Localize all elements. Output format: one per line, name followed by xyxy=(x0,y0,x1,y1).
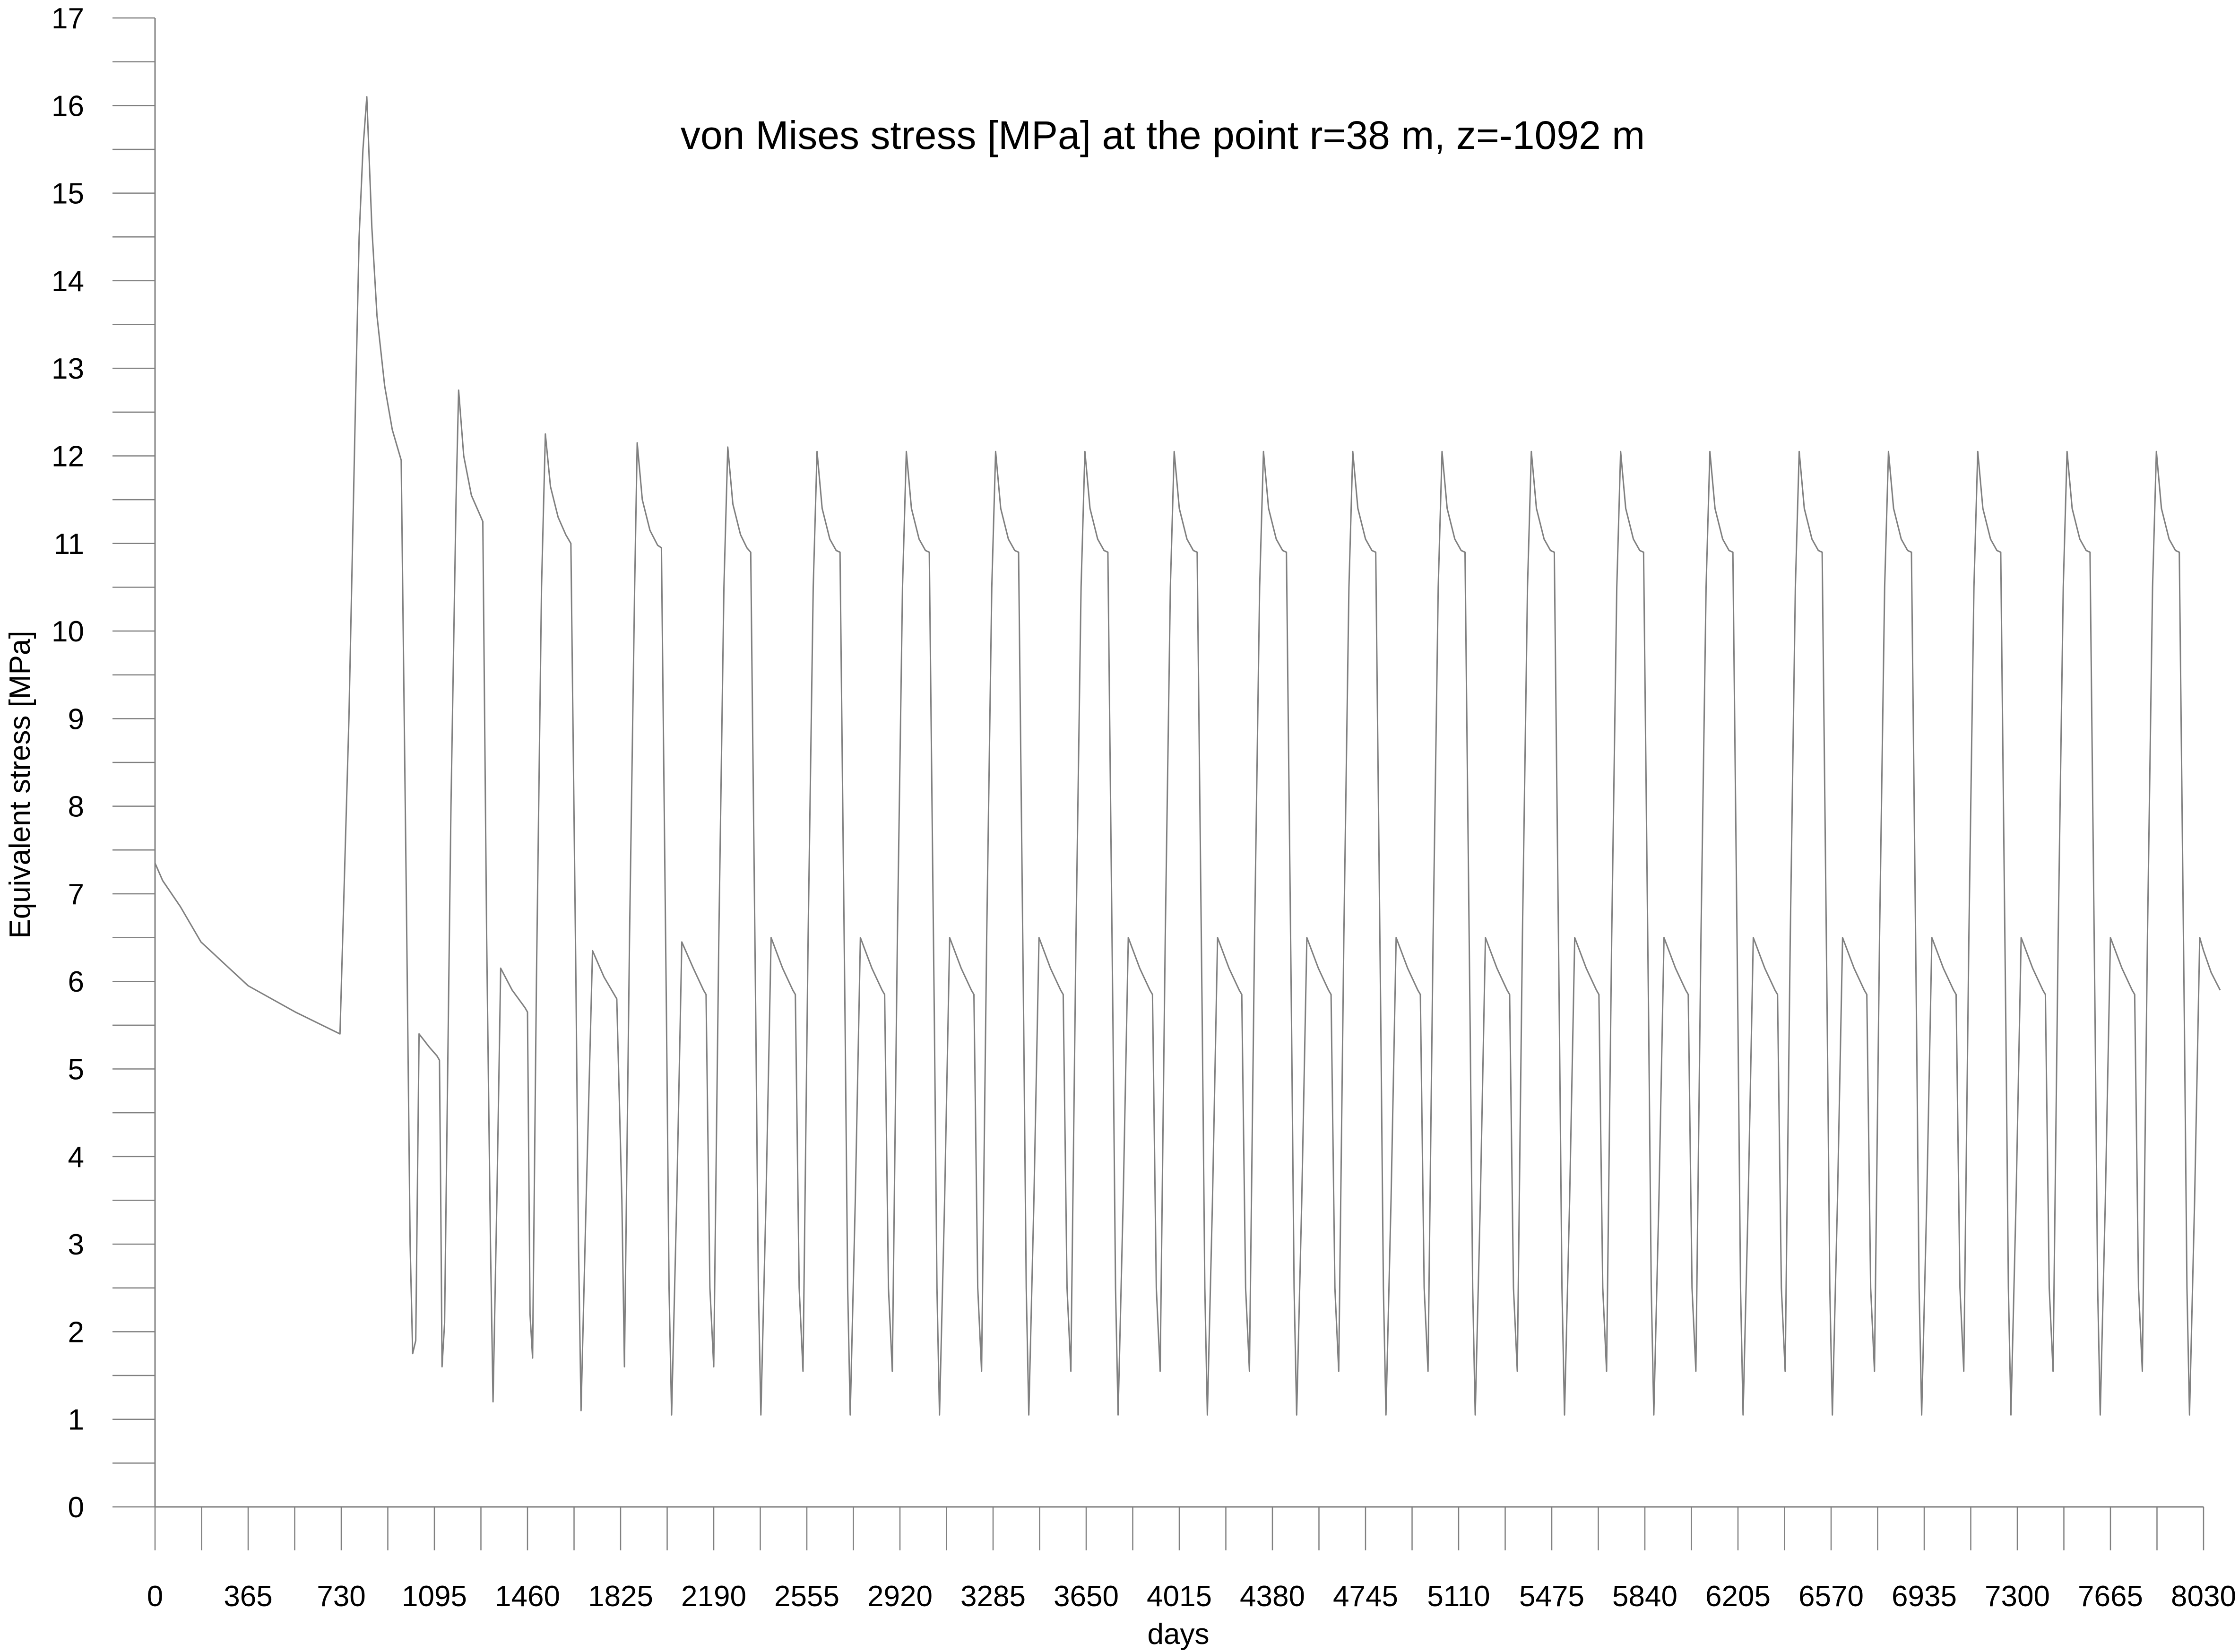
x-tick-label: 1460 xyxy=(495,1580,560,1613)
y-tick-label: 15 xyxy=(52,178,84,210)
y-tick-label: 4 xyxy=(68,1141,84,1174)
series-line xyxy=(154,96,2221,1416)
y-tick-label: 8 xyxy=(68,791,84,823)
x-tick-label: 4015 xyxy=(1147,1580,1212,1613)
y-tick-label: 10 xyxy=(52,615,84,648)
x-tick-label: 7300 xyxy=(1985,1580,2050,1613)
x-tick-label: 5110 xyxy=(1427,1580,1490,1613)
y-tick-label: 13 xyxy=(52,353,84,385)
chart-title: von Mises stress [MPa] at the point r=38… xyxy=(681,113,1645,157)
y-tick-label: 11 xyxy=(54,528,84,561)
x-tick-label: 3285 xyxy=(960,1580,1026,1613)
y-tick-label: 2 xyxy=(68,1316,84,1349)
y-tick-label: 5 xyxy=(68,1054,84,1086)
x-tick-label: 5840 xyxy=(1612,1580,1677,1613)
x-tick-label: 8030 xyxy=(2171,1580,2236,1613)
y-tick-label: 3 xyxy=(68,1228,84,1261)
x-tick-label: 2190 xyxy=(681,1580,746,1613)
y-axis-label: Equivalent stress [MPa] xyxy=(4,631,36,938)
x-axis-label: days xyxy=(1148,1618,1210,1651)
x-tick-label: 4380 xyxy=(1240,1580,1305,1613)
y-tick-label: 0 xyxy=(68,1491,84,1524)
y-tick-label: 6 xyxy=(68,966,84,998)
x-tick-label: 0 xyxy=(147,1580,163,1613)
y-tick-label: 7 xyxy=(68,878,84,911)
y-tick-label: 17 xyxy=(52,2,84,35)
x-tick-label: 6205 xyxy=(1705,1580,1771,1613)
x-tick-label: 365 xyxy=(224,1580,272,1613)
x-tick-label: 6935 xyxy=(1892,1580,1957,1613)
x-tick-label: 2920 xyxy=(867,1580,933,1613)
x-tick-label: 1825 xyxy=(588,1580,653,1613)
x-tick-label: 730 xyxy=(317,1580,365,1613)
x-axis: 0 365 730 1095 1460 1825 2190 2555 2920 3285 3650 4… xyxy=(147,1506,2236,1613)
y-tick-label: 1 xyxy=(68,1404,84,1436)
x-tick-label: 7665 xyxy=(2078,1580,2143,1613)
y-tick-label: 14 xyxy=(52,265,84,298)
x-tick-label: 6570 xyxy=(1798,1580,1864,1613)
y-tick-label: 16 xyxy=(52,90,84,122)
x-tick-label: 4745 xyxy=(1333,1580,1398,1613)
x-tick-label: 2555 xyxy=(774,1580,839,1613)
x-tick-label: 5475 xyxy=(1519,1580,1584,1613)
x-tick-label: 3650 xyxy=(1054,1580,1119,1613)
series-group xyxy=(154,96,2221,1416)
x-tick-label: 1095 xyxy=(402,1580,467,1613)
y-tick-label: 9 xyxy=(68,703,84,735)
y-tick-label: 12 xyxy=(52,440,84,473)
